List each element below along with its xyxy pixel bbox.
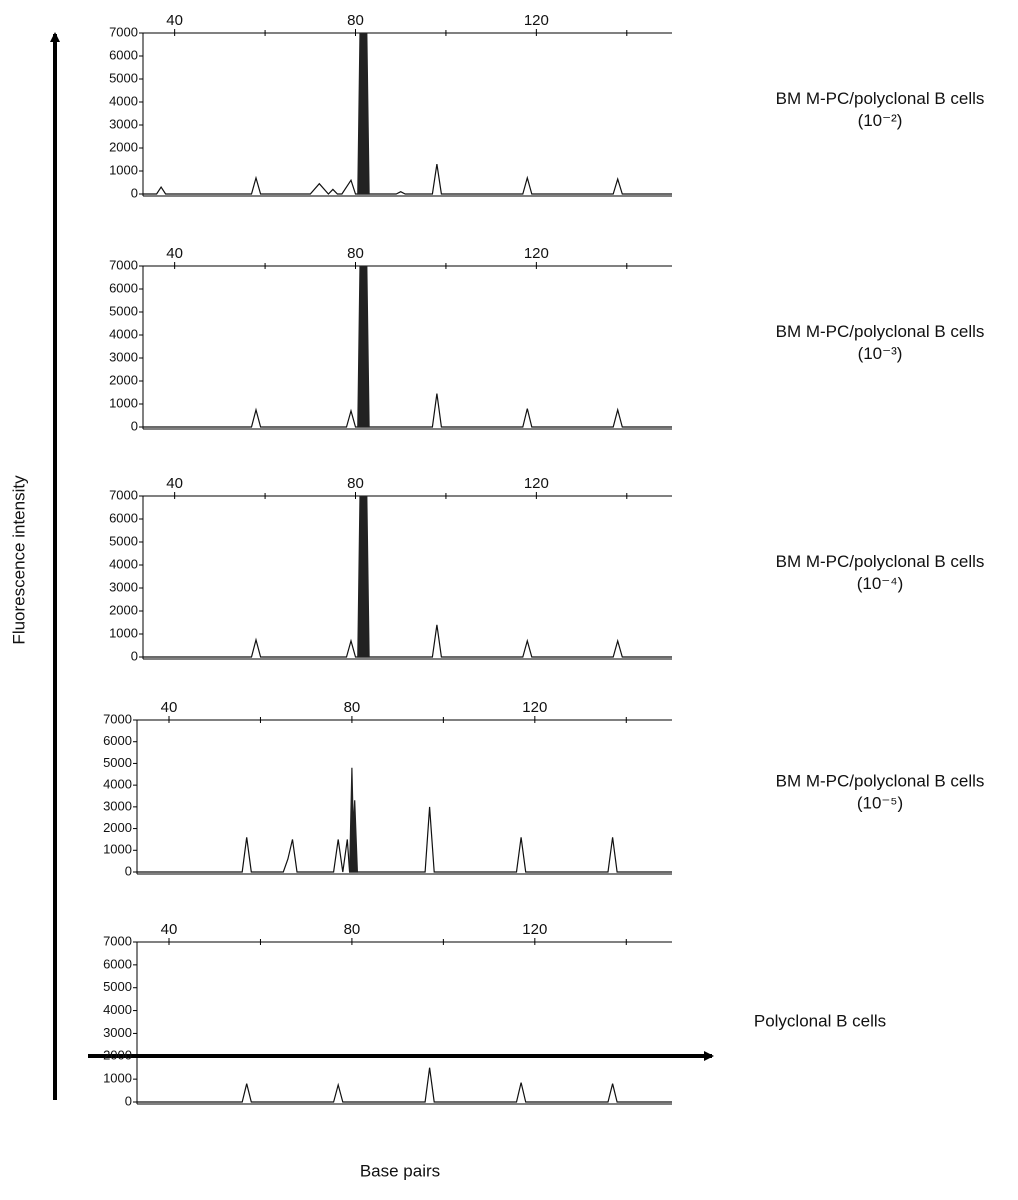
clonal-peak — [357, 33, 370, 195]
panel-sublabel: (10⁻⁴) — [857, 574, 904, 593]
x-tick-label: 80 — [347, 12, 364, 29]
panel-label: BM M-PC/polyclonal B cells — [776, 322, 985, 341]
trace — [143, 624, 672, 658]
y-tick-label: 1000 — [109, 625, 138, 640]
y-tick-label: 6000 — [109, 47, 138, 62]
y-tick-label: 2000 — [103, 1048, 132, 1063]
y-tick-label: 4000 — [109, 93, 138, 108]
x-tick-label: 80 — [344, 699, 361, 716]
y-tick-label: 0 — [125, 863, 132, 878]
x-tick-label: 40 — [161, 699, 178, 716]
x-tick-label: 120 — [522, 921, 547, 938]
y-tick-label: 5000 — [103, 979, 132, 994]
panel-label: BM M-PC/polyclonal B cells — [776, 89, 985, 108]
y-tick-label: 3000 — [103, 1025, 132, 1040]
y-tick-label: 4000 — [103, 777, 132, 792]
panel: 0 1000 2000 3000 4000 5000 6000 7000 40 80 120 BM M… — [109, 245, 984, 433]
panel-sublabel: (10⁻³) — [858, 344, 903, 363]
y-tick-label: 7000 — [103, 711, 132, 726]
y-tick-label: 4000 — [109, 326, 138, 341]
y-tick-label: 6000 — [103, 733, 132, 748]
panel: 0 1000 2000 3000 4000 5000 6000 7000 40 80 120 BM M… — [109, 475, 984, 663]
panel-label: Polyclonal B cells — [754, 1011, 886, 1030]
panel-sublabel: (10⁻²) — [858, 111, 903, 130]
y-tick-label: 3000 — [109, 116, 138, 131]
y-tick-label: 5000 — [109, 70, 138, 85]
y-tick-label: 7000 — [103, 933, 132, 948]
y-tick-label: 5000 — [109, 533, 138, 548]
y-tick-label: 7000 — [109, 487, 138, 502]
panel: 0 1000 2000 3000 4000 5000 6000 7000 40 80 120 BM M… — [109, 12, 984, 200]
panel-label: BM M-PC/polyclonal B cells — [776, 552, 985, 571]
y-tick-label: 2000 — [109, 139, 138, 154]
x-tick-label: 120 — [522, 699, 547, 716]
y-tick-label: 0 — [131, 185, 138, 200]
y-tick-label: 1000 — [109, 162, 138, 177]
x-tick-label: 80 — [347, 245, 364, 262]
y-tick-label: 7000 — [109, 24, 138, 39]
trace — [137, 806, 672, 873]
y-axis-title: Fluorescence intensity — [9, 475, 28, 645]
x-axis-title: Base pairs — [360, 1161, 440, 1180]
x-tick-label: 80 — [347, 475, 364, 492]
y-tick-label: 0 — [131, 648, 138, 663]
y-tick-label: 4000 — [103, 1002, 132, 1017]
y-tick-label: 6000 — [109, 280, 138, 295]
panel: 0 1000 2000 3000 4000 5000 6000 7000 40 80 120 BM M… — [103, 699, 984, 878]
x-tick-label: 120 — [524, 475, 549, 492]
y-tick-label: 1000 — [109, 395, 138, 410]
x-tick-label: 40 — [166, 245, 183, 262]
x-tick-label: 120 — [524, 245, 549, 262]
y-tick-label: 2000 — [109, 602, 138, 617]
y-tick-label: 2000 — [109, 372, 138, 387]
x-tick-label: 40 — [161, 921, 178, 938]
trace — [143, 164, 672, 195]
x-tick-label: 40 — [166, 475, 183, 492]
y-tick-label: 2000 — [103, 820, 132, 835]
trace — [137, 1067, 672, 1103]
y-tick-label: 0 — [125, 1093, 132, 1108]
y-tick-label: 6000 — [109, 510, 138, 525]
y-tick-label: 1000 — [103, 1071, 132, 1086]
y-tick-label: 7000 — [109, 257, 138, 272]
clonal-peak — [357, 496, 370, 658]
y-tick-label: 4000 — [109, 556, 138, 571]
clonal-peak — [357, 266, 370, 428]
x-tick-label: 120 — [524, 12, 549, 29]
y-tick-label: 5000 — [109, 303, 138, 318]
y-tick-label: 1000 — [103, 842, 132, 857]
y-tick-label: 0 — [131, 418, 138, 433]
panel-label: BM M-PC/polyclonal B cells — [776, 771, 985, 790]
clonal-peak — [348, 767, 359, 873]
x-tick-label: 80 — [344, 921, 361, 938]
x-tick-label: 40 — [166, 12, 183, 29]
panel: 0 1000 2000 3000 4000 5000 6000 7000 40 80 120 Poly… — [103, 921, 886, 1108]
trace — [143, 393, 672, 428]
y-tick-label: 6000 — [103, 956, 132, 971]
y-tick-label: 3000 — [109, 349, 138, 364]
y-tick-label: 3000 — [103, 798, 132, 813]
panel-sublabel: (10⁻⁵) — [857, 793, 903, 812]
y-tick-label: 3000 — [109, 579, 138, 594]
y-tick-label: 5000 — [103, 755, 132, 770]
